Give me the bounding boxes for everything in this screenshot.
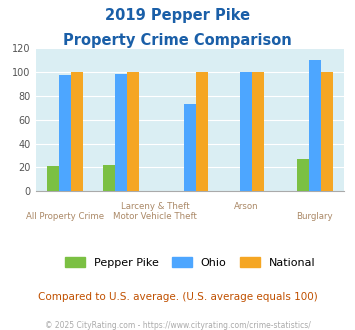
Legend: Pepper Pike, Ohio, National: Pepper Pike, Ohio, National	[60, 252, 320, 272]
Text: Motor Vehicle Theft: Motor Vehicle Theft	[114, 212, 197, 221]
Bar	[184, 104, 196, 191]
Bar	[115, 74, 127, 191]
Text: Burglary: Burglary	[296, 212, 333, 221]
Bar	[59, 75, 71, 191]
Bar	[252, 72, 263, 191]
Bar	[127, 72, 139, 191]
Bar	[309, 60, 321, 191]
Text: Compared to U.S. average. (U.S. average equals 100): Compared to U.S. average. (U.S. average …	[38, 292, 317, 302]
Text: Arson: Arson	[234, 202, 258, 211]
Text: Larceny & Theft: Larceny & Theft	[121, 202, 190, 211]
Text: All Property Crime: All Property Crime	[26, 212, 104, 221]
Text: © 2025 CityRating.com - https://www.cityrating.com/crime-statistics/: © 2025 CityRating.com - https://www.city…	[45, 321, 310, 330]
Bar	[321, 72, 333, 191]
Text: Property Crime Comparison: Property Crime Comparison	[63, 33, 292, 48]
Bar	[47, 166, 59, 191]
Bar	[240, 72, 252, 191]
Bar	[196, 72, 208, 191]
Bar	[103, 165, 115, 191]
Text: 2019 Pepper Pike: 2019 Pepper Pike	[105, 8, 250, 23]
Bar	[297, 159, 309, 191]
Bar	[71, 72, 83, 191]
